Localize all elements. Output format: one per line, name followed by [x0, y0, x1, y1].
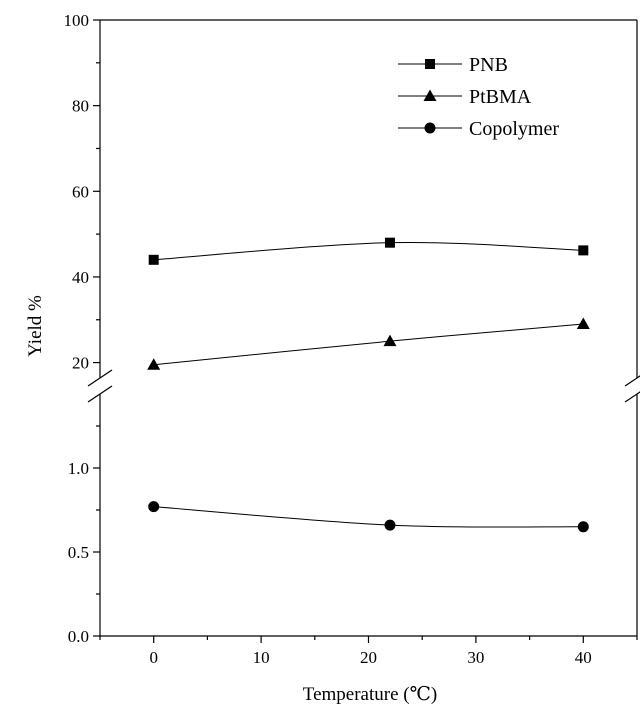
data-point-copolymer — [577, 521, 589, 533]
data-point-pnb — [384, 237, 395, 248]
data-point-ptbma — [576, 317, 590, 330]
axes — [99, 19, 638, 637]
x-tick-label: 10 — [253, 648, 270, 667]
y-tick-label: 0.5 — [68, 543, 89, 562]
data-point-ptbma — [383, 334, 397, 347]
y-tick-label: 0.0 — [68, 627, 89, 646]
axis-break-left-upper — [87, 369, 113, 387]
y-tick-label: 20 — [72, 354, 89, 373]
data-point-pnb — [578, 245, 589, 256]
axis-break-right-upper — [624, 375, 640, 387]
y-tick-label: 60 — [72, 182, 89, 201]
y-axis-ticks: 20 40 60 80 100 0.0 0.5 1.0 — [64, 11, 100, 646]
series-lines — [153, 241, 584, 528]
series-line-copolymer — [153, 506, 584, 528]
x-tick-label: 40 — [575, 648, 592, 667]
x-tick-label: 20 — [360, 648, 377, 667]
legend: PNB PtBMA Copolymer — [398, 54, 559, 140]
axis-break-right-lower — [624, 391, 640, 403]
data-point-ptbma — [147, 358, 161, 370]
x-tick-label: 0 — [149, 648, 158, 667]
series-markers — [147, 237, 590, 533]
series-line-ptbma — [153, 323, 584, 366]
x-axis-title: Temperature (℃) — [303, 684, 437, 705]
y-tick-label: 100 — [64, 11, 90, 30]
legend-marker-ptbma — [423, 89, 437, 101]
legend-marker-pnb — [425, 59, 435, 69]
legend-label-pnb: PNB — [469, 54, 508, 76]
data-point-copolymer — [384, 519, 396, 531]
data-point-copolymer — [148, 501, 160, 513]
axis-break-left-lower — [87, 385, 113, 403]
y-tick-label: 40 — [72, 268, 89, 287]
data-point-pnb — [148, 254, 159, 265]
axis-break-marks — [87, 369, 640, 403]
y-tick-label: 1.0 — [68, 459, 89, 478]
legend-label-copolymer: Copolymer — [469, 118, 559, 140]
y-axis-title: Yield % — [25, 295, 46, 357]
y-tick-label: 80 — [72, 97, 89, 116]
x-axis-ticks: 0 10 20 30 40 — [99, 636, 638, 667]
x-tick-label: 30 — [467, 648, 484, 667]
legend-marker-copolymer — [424, 122, 436, 134]
series-line-pnb — [153, 241, 584, 261]
legend-label-ptbma: PtBMA — [469, 86, 532, 108]
